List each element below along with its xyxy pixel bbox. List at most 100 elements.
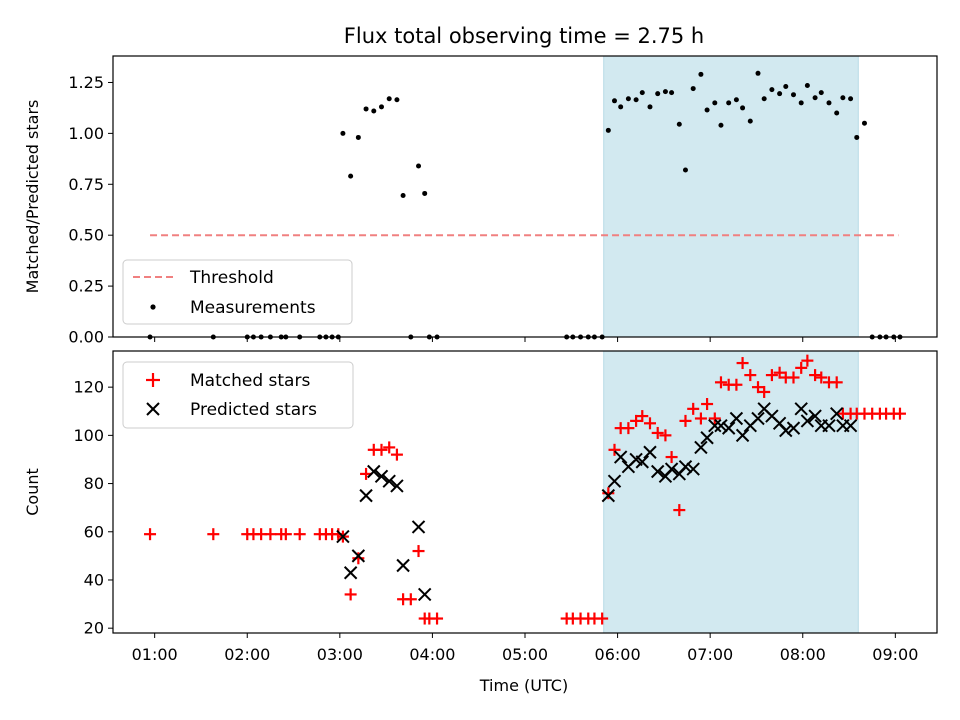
matched-stars-point [758, 385, 771, 398]
y-tick-label: 40 [84, 570, 104, 589]
matched-stars-point [659, 429, 672, 442]
matched-stars-point [830, 376, 843, 389]
predicted-stars-point [808, 409, 822, 423]
matched-stars-point [264, 528, 277, 541]
predicted-stars-point [721, 421, 736, 435]
matched-stars-point [708, 412, 721, 425]
matched-stars-point [787, 371, 800, 384]
matched-stars-point [608, 443, 621, 456]
matched-stars-point [815, 371, 828, 384]
measurement-point [682, 167, 688, 173]
measurement-point [400, 192, 406, 198]
x-tick-label: 07:00 [687, 645, 733, 664]
legend-threshold-label: Threshold [189, 268, 274, 288]
legend-matched-swatch [146, 373, 160, 387]
legend-predicted-swatch [146, 402, 160, 416]
measurement-point [812, 95, 818, 101]
predicted-stars-point [382, 474, 396, 488]
measurement-point [690, 86, 696, 92]
chart-title: Flux total observing time = 2.75 h [344, 24, 704, 48]
predicted-stars-point [650, 464, 665, 479]
predicted-stars-point [708, 419, 722, 433]
matched-stars-point [752, 381, 765, 394]
matched-stars-point [809, 369, 822, 382]
predicted-stars-point [411, 520, 426, 534]
predicted-stars-point [607, 474, 622, 488]
x-axis-label: Time (UTC) [479, 676, 568, 695]
y-tick-label: 0.50 [68, 226, 104, 245]
top-panel: 0.00 0.25 0.50 0.75 1.00 1.25 Matched/Predict… [23, 55, 938, 347]
predicted-stars-point [664, 462, 679, 476]
matched-stars-point [687, 402, 700, 415]
predicted-stars-point [751, 411, 765, 426]
measurement-point [639, 90, 645, 96]
predicted-stars-point [779, 423, 793, 438]
matched-stars-point [279, 528, 292, 541]
matched-stars-point [431, 612, 444, 625]
measurement-point [755, 70, 761, 76]
matched-stars-point [293, 528, 306, 541]
x-tick-label: 01:00 [132, 645, 178, 664]
legend-predicted-label: Predicted stars [190, 400, 317, 420]
measurement-point [676, 121, 682, 127]
measurement-point [662, 89, 668, 95]
matched-stars-point [701, 398, 714, 411]
measurement-point [769, 87, 775, 93]
measurement-point [854, 134, 860, 140]
legend-measurements-swatch [150, 304, 156, 310]
matched-stars-point [665, 451, 678, 464]
measurement-point [834, 110, 840, 116]
y-tick-label: 100 [73, 426, 104, 445]
predicted-stars-point [359, 488, 373, 503]
predicted-stars-point [829, 406, 844, 421]
x-tick-label: 06:00 [595, 645, 641, 664]
measurement-point [422, 190, 428, 196]
predicted-stars-point [714, 419, 728, 433]
matched-stars-point [801, 354, 814, 367]
y-tick-label: 0.25 [68, 277, 104, 296]
measurement-point [625, 96, 631, 102]
matched-stars-point [404, 593, 417, 606]
predicted-stars-point [367, 464, 381, 479]
matched-stars-point [412, 545, 425, 558]
measurement-point [733, 97, 739, 103]
predicted-stars-point [374, 469, 389, 484]
measurement-point [718, 122, 724, 128]
y-tick-label: 120 [73, 378, 104, 397]
measurement-point [355, 134, 361, 140]
predicted-stars-point [694, 440, 708, 455]
matched-stars-point [622, 422, 635, 435]
matched-stars-point [744, 369, 757, 382]
measurement-point [655, 91, 661, 97]
matched-stars-point [375, 443, 388, 456]
measurement-point [790, 92, 796, 98]
measurement-point [818, 90, 824, 96]
matched-stars-point [651, 426, 664, 439]
measurement-point [394, 97, 400, 103]
measurement-point [618, 104, 624, 110]
matched-stars-point [596, 612, 609, 625]
x-tick-label: 02:00 [224, 645, 270, 664]
predicted-stars-point [786, 421, 801, 435]
matched-stars-point [893, 407, 906, 420]
measurement-point [386, 96, 392, 102]
measurement-point [826, 100, 832, 106]
matched-stars-point [679, 414, 692, 427]
predicted-stars-point [336, 529, 350, 544]
matched-stars-point [144, 528, 157, 541]
legend-measurements-label: Measurements [190, 298, 316, 318]
matched-stars-point [714, 376, 727, 389]
predicted-stars-point [735, 428, 750, 443]
observing-window-shade [603, 350, 859, 634]
measurement-point [371, 108, 377, 114]
matched-stars-point [795, 361, 808, 374]
measurement-point [348, 173, 354, 179]
matched-stars-point [344, 588, 357, 601]
predicted-stars-point [794, 402, 808, 416]
bottom-y-axis-label: Count [23, 468, 42, 516]
predicted-stars-point [343, 566, 358, 580]
predicted-stars-point [678, 459, 693, 474]
predicted-stars-point [417, 587, 432, 602]
x-tick-label: 05:00 [502, 645, 548, 664]
